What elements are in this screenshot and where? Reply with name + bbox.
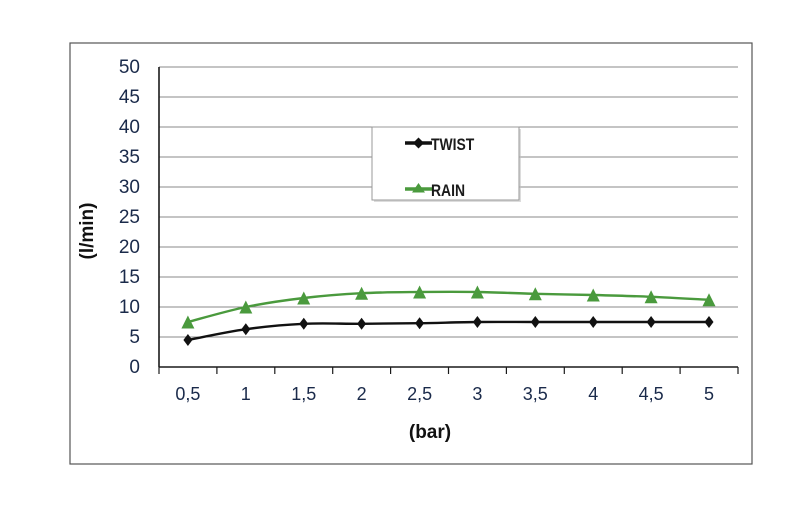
svg-text:4,5: 4,5: [639, 384, 664, 404]
svg-text:RAIN: RAIN: [431, 182, 465, 201]
svg-text:35: 35: [119, 147, 140, 168]
svg-text:3,5: 3,5: [523, 384, 548, 404]
svg-text:0: 0: [129, 357, 140, 378]
svg-text:50: 50: [119, 57, 140, 78]
svg-text:40: 40: [119, 117, 140, 138]
svg-text:2: 2: [357, 384, 367, 404]
svg-text:30: 30: [119, 177, 140, 198]
svg-text:1: 1: [241, 384, 251, 404]
svg-text:5: 5: [129, 327, 140, 348]
svg-text:20: 20: [119, 237, 140, 258]
svg-text:3: 3: [472, 384, 482, 404]
svg-text:5: 5: [704, 384, 714, 404]
svg-text:25: 25: [119, 207, 140, 228]
svg-text:TWIST: TWIST: [431, 136, 475, 155]
svg-text:45: 45: [119, 87, 140, 108]
svg-text:(bar): (bar): [409, 422, 451, 443]
svg-text:2,5: 2,5: [407, 384, 432, 404]
svg-text:10: 10: [119, 297, 140, 318]
svg-text:1,5: 1,5: [291, 384, 316, 404]
svg-text:4: 4: [588, 384, 598, 404]
svg-text:(l/min): (l/min): [77, 203, 98, 260]
svg-text:0,5: 0,5: [175, 384, 200, 404]
svg-text:15: 15: [119, 267, 140, 288]
